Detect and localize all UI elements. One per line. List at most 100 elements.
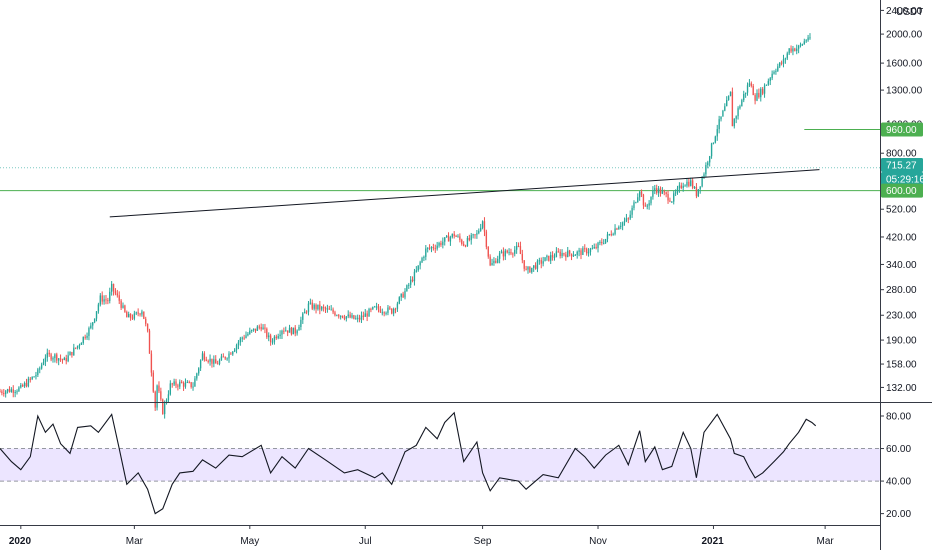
candle-body — [447, 235, 450, 242]
candle-body — [712, 142, 715, 144]
candle-body — [364, 313, 366, 317]
candle-body — [40, 364, 43, 369]
candle-body — [523, 260, 525, 269]
candle-body — [298, 326, 300, 331]
candle-body — [508, 252, 510, 254]
candle-body — [758, 92, 760, 98]
candle-body — [599, 242, 601, 244]
price-tick-label: 230.00 — [886, 311, 917, 322]
candle-body — [180, 381, 183, 384]
candle-body — [0, 391, 1, 393]
candle-body — [621, 222, 624, 226]
candle-body — [167, 394, 170, 400]
candle-body — [788, 48, 790, 54]
candle-body — [792, 48, 794, 52]
candle-body — [570, 253, 573, 257]
candle-body — [532, 265, 535, 268]
candle-body — [116, 293, 119, 296]
candle-body — [266, 328, 268, 338]
candle-body — [576, 251, 578, 255]
candle-body — [71, 351, 73, 356]
candle-body — [165, 399, 168, 404]
candle-body — [48, 352, 50, 355]
candle-body — [601, 242, 603, 244]
candle-body — [300, 319, 302, 327]
candle-body — [260, 327, 262, 330]
candle-body — [145, 318, 147, 324]
candle-body — [324, 307, 327, 310]
candle-body — [343, 317, 346, 319]
candle-body — [591, 248, 594, 250]
candle-body — [797, 45, 800, 49]
candle-body — [334, 312, 336, 316]
candle-body — [720, 116, 722, 120]
candle-body — [396, 303, 399, 309]
candle-body — [338, 315, 340, 317]
candle-body — [690, 180, 692, 186]
candle-body — [727, 96, 730, 101]
candle-body — [95, 311, 98, 319]
candle-body — [674, 192, 677, 194]
candle-body — [120, 300, 122, 308]
candle-body — [606, 234, 609, 239]
candle-body — [296, 330, 298, 334]
candle-body — [268, 335, 270, 338]
candle-body — [188, 382, 190, 384]
price-tick-label: 800.00 — [886, 149, 917, 160]
candle-body — [637, 197, 639, 203]
candle-body — [538, 260, 541, 262]
candle-body — [485, 231, 488, 247]
candle-body — [779, 62, 781, 67]
candle-body — [468, 238, 471, 241]
candle-body — [201, 353, 204, 361]
candle-body — [230, 353, 232, 355]
candle-body — [536, 260, 539, 269]
candle-body — [705, 165, 707, 175]
candle-body — [671, 201, 673, 203]
candle-body — [708, 156, 711, 163]
candle-body — [321, 306, 323, 310]
price-tick-label: 132.00 — [886, 383, 917, 394]
candle-body — [754, 95, 756, 101]
candle-body — [251, 329, 253, 331]
candle-body — [54, 354, 56, 359]
candle-body — [400, 293, 402, 298]
candle-body — [196, 373, 198, 379]
candle-body — [6, 389, 9, 392]
candle-body — [659, 188, 662, 194]
candle-body — [739, 106, 741, 109]
candle-body — [550, 255, 552, 261]
candle-body — [232, 351, 234, 355]
candle-body — [699, 186, 701, 190]
candle-body — [595, 247, 597, 249]
candle-body — [616, 228, 618, 230]
candle-body — [1, 391, 3, 393]
candle-body — [481, 221, 484, 228]
candle-body — [135, 312, 137, 314]
candle-body — [476, 233, 478, 235]
candle-body — [65, 358, 67, 362]
candle-body — [472, 234, 474, 236]
candle-body — [782, 59, 785, 64]
drawings-layer — [109, 169, 820, 218]
candle-body — [88, 328, 90, 336]
candle-body — [741, 100, 743, 107]
candle-body — [392, 308, 395, 314]
candle-body — [682, 185, 684, 189]
candle-body — [438, 242, 440, 246]
candle-body — [224, 356, 226, 359]
candle-body — [328, 308, 330, 310]
rsi-tick-label: 40.00 — [886, 477, 911, 488]
candle-body — [97, 304, 100, 312]
candle-body — [213, 359, 215, 364]
candle-body — [141, 311, 143, 315]
candle-body — [767, 80, 770, 85]
candle-body — [205, 359, 207, 361]
candle-body — [744, 92, 747, 95]
candle-body — [243, 337, 245, 339]
price-tick-label: 520.00 — [886, 205, 917, 216]
candle-body — [457, 236, 459, 238]
candle-body — [199, 360, 202, 369]
candle-body — [309, 302, 312, 304]
candle-body — [555, 251, 558, 257]
